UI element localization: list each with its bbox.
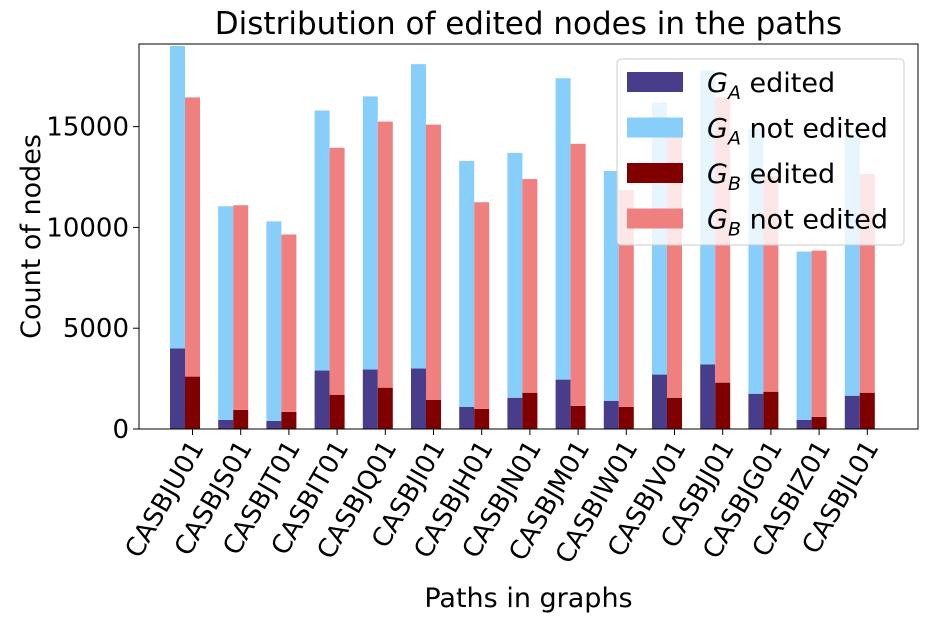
y-tick-label: 0 (112, 415, 129, 445)
legend-label: GA edited (707, 68, 835, 104)
bar-segment (859, 392, 875, 429)
legend-label: GA not edited (707, 114, 888, 150)
bar-segment (570, 405, 586, 429)
bar-segment (748, 393, 764, 429)
bar-segment (266, 221, 282, 421)
y-axis-label: Count of nodes (16, 134, 47, 339)
bar-segment (652, 374, 667, 429)
bar-segment (570, 143, 586, 406)
legend-box (616, 58, 905, 246)
bar-segment (507, 397, 523, 429)
bar-segment (233, 409, 249, 429)
bar-segment (314, 370, 330, 429)
plot-frame (138, 43, 919, 430)
bar-segment (362, 96, 378, 370)
bar-segment (377, 387, 393, 429)
y-tick-label: 5000 (63, 314, 129, 344)
bar-segment (603, 400, 619, 429)
legend-swatch (627, 208, 683, 229)
bar-segment (811, 416, 827, 429)
legend-swatch (627, 117, 683, 138)
bar-segment (618, 406, 634, 429)
bar-segment (329, 147, 345, 395)
bar-segment (411, 64, 426, 369)
bar-segment (796, 251, 812, 420)
bar-segment (522, 179, 538, 393)
legend-label: GB not edited (707, 205, 888, 241)
bar-segment (218, 419, 234, 429)
bar-segment (811, 250, 827, 417)
legend: GA edited GA not edited GB edited GB not ed… (616, 58, 905, 246)
bar-series (170, 46, 875, 429)
bar-segment (281, 234, 297, 412)
bar-segment (314, 110, 330, 371)
bar-segment (474, 202, 490, 409)
y-tick-label: 10000 (46, 213, 129, 243)
legend-label: GB edited (707, 159, 835, 195)
bar-segment (459, 160, 475, 407)
bar-segment (555, 78, 571, 380)
bar-segment (555, 379, 571, 429)
legend-swatch (627, 163, 683, 183)
chart-title: Distribution of edited nodes in the path… (215, 6, 842, 42)
bar-segment (377, 121, 393, 388)
bar-segment (700, 364, 716, 429)
bar-segment (170, 46, 185, 349)
bar-segment (218, 206, 234, 420)
bar-segment (329, 394, 345, 429)
bar-segment (266, 420, 282, 429)
bar-segment (796, 419, 812, 429)
bar-segment (170, 348, 185, 429)
bar-segment (426, 124, 441, 400)
legend-swatch (627, 72, 683, 92)
y-axis-ticks: 0 5000 10000 15000 (46, 113, 139, 445)
bar-segment (522, 392, 538, 429)
bar-segment (507, 152, 523, 398)
bar-segment (603, 170, 619, 401)
bar-segment (281, 411, 297, 429)
bar-segment (185, 97, 200, 377)
bar-segment (667, 397, 682, 429)
bar-segment (362, 369, 378, 429)
bar-segment (233, 205, 249, 410)
bar-segment (459, 406, 475, 429)
y-tick-label: 15000 (46, 113, 129, 143)
x-axis-label: Paths in graphs (424, 583, 632, 614)
bar-segment (763, 391, 779, 429)
x-axis-ticks: CASBJU01CASBJS01CASBJT01CASBIT01CASBJQ01… (120, 429, 885, 569)
bar-segment (844, 395, 860, 429)
bar-segment (411, 368, 426, 429)
bar-segment (474, 408, 490, 429)
bar-segment (426, 399, 441, 429)
bar-segment (715, 382, 731, 429)
bar-segment (185, 376, 200, 429)
